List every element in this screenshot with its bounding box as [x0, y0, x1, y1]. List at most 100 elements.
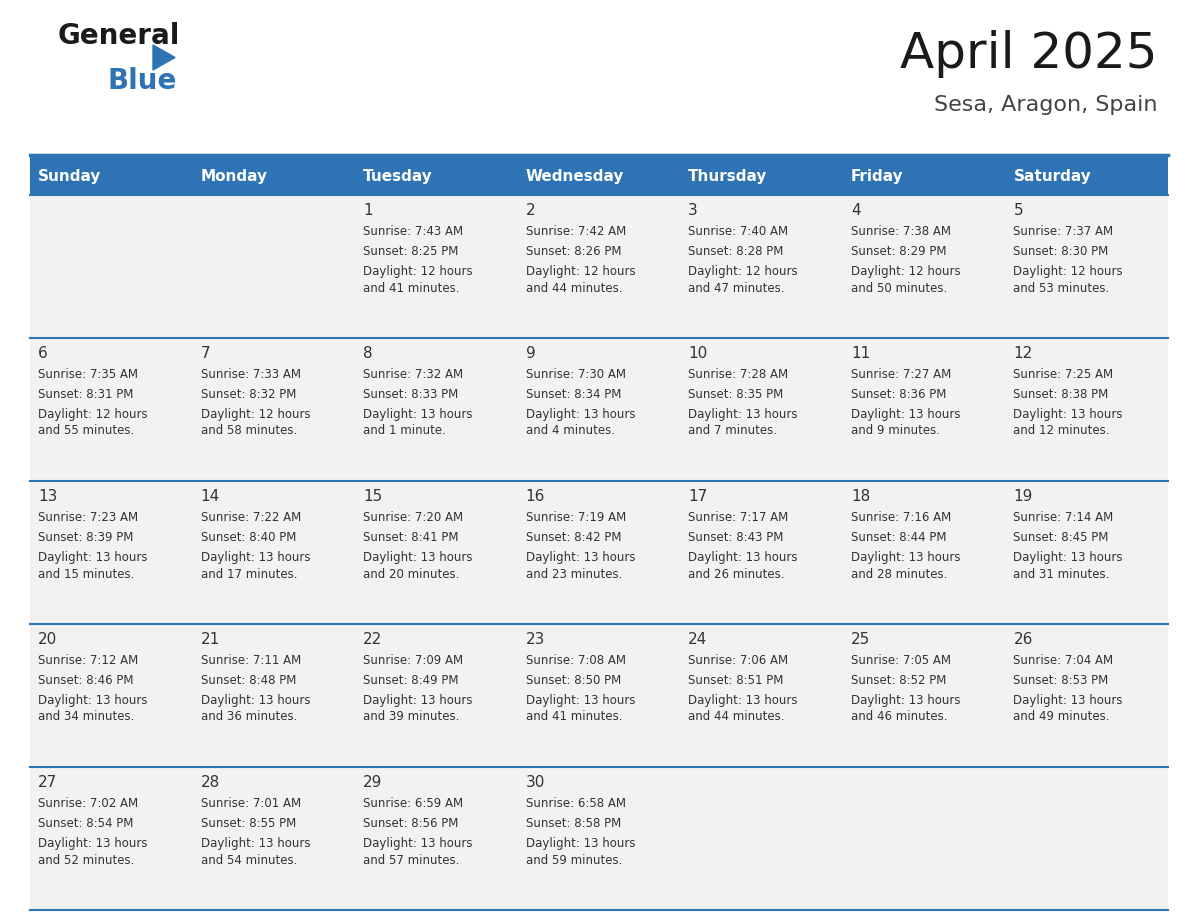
Text: 10: 10 [688, 346, 708, 361]
Text: Daylight: 13 hours
and 15 minutes.: Daylight: 13 hours and 15 minutes. [38, 551, 147, 580]
Text: Sunset: 8:48 PM: Sunset: 8:48 PM [201, 674, 296, 687]
Bar [1005, 155, 1168, 195]
Bar [842, 767, 1005, 910]
Bar [518, 624, 681, 767]
Bar [30, 155, 192, 195]
Text: 26: 26 [1013, 632, 1032, 647]
Text: Daylight: 13 hours
and 34 minutes.: Daylight: 13 hours and 34 minutes. [38, 694, 147, 723]
Text: Sesa, Aragon, Spain: Sesa, Aragon, Spain [935, 95, 1158, 115]
Text: Sunset: 8:39 PM: Sunset: 8:39 PM [38, 531, 133, 544]
Bar [355, 195, 518, 338]
Text: Daylight: 13 hours
and 1 minute.: Daylight: 13 hours and 1 minute. [364, 408, 473, 438]
Bar [192, 195, 355, 338]
Text: Sunset: 8:35 PM: Sunset: 8:35 PM [688, 388, 784, 401]
Text: Daylight: 13 hours
and 44 minutes.: Daylight: 13 hours and 44 minutes. [688, 694, 798, 723]
Text: Sunset: 8:26 PM: Sunset: 8:26 PM [526, 245, 621, 258]
Text: 4: 4 [851, 203, 860, 218]
Text: 13: 13 [38, 489, 57, 504]
Text: Saturday: Saturday [1013, 169, 1092, 184]
Text: Sunset: 8:40 PM: Sunset: 8:40 PM [201, 531, 296, 544]
Text: 14: 14 [201, 489, 220, 504]
Text: Sunrise: 7:28 AM: Sunrise: 7:28 AM [688, 368, 789, 381]
Bar [355, 338, 518, 481]
Text: 2: 2 [526, 203, 536, 218]
Text: Sunset: 8:32 PM: Sunset: 8:32 PM [201, 388, 296, 401]
Text: Sunset: 8:50 PM: Sunset: 8:50 PM [526, 674, 621, 687]
Bar [355, 155, 518, 195]
Text: Daylight: 13 hours
and 9 minutes.: Daylight: 13 hours and 9 minutes. [851, 408, 960, 438]
Text: Sunrise: 7:43 AM: Sunrise: 7:43 AM [364, 225, 463, 238]
Text: Sunset: 8:54 PM: Sunset: 8:54 PM [38, 817, 133, 830]
Text: Sunrise: 7:20 AM: Sunrise: 7:20 AM [364, 511, 463, 524]
Text: 7: 7 [201, 346, 210, 361]
Text: Daylight: 13 hours
and 28 minutes.: Daylight: 13 hours and 28 minutes. [851, 551, 960, 580]
Text: 11: 11 [851, 346, 870, 361]
Bar [30, 624, 192, 767]
Text: 21: 21 [201, 632, 220, 647]
Text: Sunrise: 7:05 AM: Sunrise: 7:05 AM [851, 654, 950, 667]
Text: Daylight: 13 hours
and 54 minutes.: Daylight: 13 hours and 54 minutes. [201, 837, 310, 867]
Text: 25: 25 [851, 632, 870, 647]
Bar [842, 338, 1005, 481]
Text: Blue: Blue [108, 67, 177, 95]
Bar [355, 767, 518, 910]
Text: Sunset: 8:53 PM: Sunset: 8:53 PM [1013, 674, 1108, 687]
Text: Daylight: 12 hours
and 58 minutes.: Daylight: 12 hours and 58 minutes. [201, 408, 310, 438]
Text: Tuesday: Tuesday [364, 169, 432, 184]
Text: Sunrise: 7:11 AM: Sunrise: 7:11 AM [201, 654, 301, 667]
Text: Sunrise: 7:38 AM: Sunrise: 7:38 AM [851, 225, 950, 238]
Text: Sunrise: 7:19 AM: Sunrise: 7:19 AM [526, 511, 626, 524]
Text: 23: 23 [526, 632, 545, 647]
Text: 20: 20 [38, 632, 57, 647]
Bar [1005, 338, 1168, 481]
Text: Sunset: 8:45 PM: Sunset: 8:45 PM [1013, 531, 1108, 544]
Text: Daylight: 13 hours
and 12 minutes.: Daylight: 13 hours and 12 minutes. [1013, 408, 1123, 438]
Polygon shape [153, 45, 175, 70]
Text: Wednesday: Wednesday [526, 169, 624, 184]
Bar [192, 624, 355, 767]
Text: Sunrise: 7:37 AM: Sunrise: 7:37 AM [1013, 225, 1113, 238]
Bar [842, 195, 1005, 338]
Text: Sunrise: 7:08 AM: Sunrise: 7:08 AM [526, 654, 626, 667]
Text: Sunrise: 7:14 AM: Sunrise: 7:14 AM [1013, 511, 1113, 524]
Bar [1005, 481, 1168, 624]
Text: Sunrise: 7:35 AM: Sunrise: 7:35 AM [38, 368, 138, 381]
Text: Sunrise: 7:25 AM: Sunrise: 7:25 AM [1013, 368, 1113, 381]
Text: Sunset: 8:44 PM: Sunset: 8:44 PM [851, 531, 947, 544]
Text: Sunset: 8:34 PM: Sunset: 8:34 PM [526, 388, 621, 401]
Bar [192, 767, 355, 910]
Text: Daylight: 13 hours
and 23 minutes.: Daylight: 13 hours and 23 minutes. [526, 551, 636, 580]
Text: 3: 3 [688, 203, 699, 218]
Bar [518, 155, 681, 195]
Text: Sunset: 8:30 PM: Sunset: 8:30 PM [1013, 245, 1108, 258]
Bar [681, 624, 842, 767]
Bar [681, 481, 842, 624]
Text: 30: 30 [526, 775, 545, 790]
Bar [1005, 195, 1168, 338]
Bar [30, 481, 192, 624]
Text: Daylight: 13 hours
and 57 minutes.: Daylight: 13 hours and 57 minutes. [364, 837, 473, 867]
Bar [518, 338, 681, 481]
Text: April 2025: April 2025 [901, 30, 1158, 78]
Text: Daylight: 13 hours
and 4 minutes.: Daylight: 13 hours and 4 minutes. [526, 408, 636, 438]
Text: Sunrise: 7:30 AM: Sunrise: 7:30 AM [526, 368, 626, 381]
Text: Sunrise: 7:27 AM: Sunrise: 7:27 AM [851, 368, 952, 381]
Bar [681, 338, 842, 481]
Text: 16: 16 [526, 489, 545, 504]
Text: Sunset: 8:28 PM: Sunset: 8:28 PM [688, 245, 784, 258]
Text: Sunset: 8:31 PM: Sunset: 8:31 PM [38, 388, 133, 401]
Text: Sunset: 8:42 PM: Sunset: 8:42 PM [526, 531, 621, 544]
Text: Sunset: 8:41 PM: Sunset: 8:41 PM [364, 531, 459, 544]
Text: Daylight: 12 hours
and 50 minutes.: Daylight: 12 hours and 50 minutes. [851, 265, 960, 295]
Text: Sunset: 8:58 PM: Sunset: 8:58 PM [526, 817, 621, 830]
Text: 28: 28 [201, 775, 220, 790]
Text: Sunrise: 6:59 AM: Sunrise: 6:59 AM [364, 797, 463, 810]
Text: Daylight: 13 hours
and 59 minutes.: Daylight: 13 hours and 59 minutes. [526, 837, 636, 867]
Text: 8: 8 [364, 346, 373, 361]
Text: 12: 12 [1013, 346, 1032, 361]
Text: Sunrise: 7:01 AM: Sunrise: 7:01 AM [201, 797, 301, 810]
Bar [30, 338, 192, 481]
Text: Sunset: 8:55 PM: Sunset: 8:55 PM [201, 817, 296, 830]
Text: Sunset: 8:36 PM: Sunset: 8:36 PM [851, 388, 946, 401]
Text: Daylight: 13 hours
and 7 minutes.: Daylight: 13 hours and 7 minutes. [688, 408, 798, 438]
